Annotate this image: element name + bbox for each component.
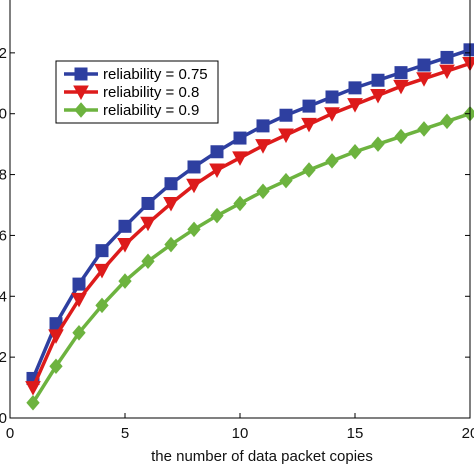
data-point-triangle xyxy=(209,163,225,179)
axes: 0 5 10 15 20 0 2 4 6 8 10 12 14 xyxy=(0,0,474,442)
data-point-diamond xyxy=(279,172,293,189)
legend-item: reliability = 0.9 xyxy=(64,102,199,119)
data-point-square xyxy=(394,66,408,80)
data-point-triangle xyxy=(324,107,340,122)
data-point-diamond xyxy=(72,325,86,341)
legend-item: reliability = 0.75 xyxy=(64,66,208,83)
data-point-diamond xyxy=(118,273,132,289)
x-tick-label: 0 xyxy=(6,425,14,442)
data-point-diamond xyxy=(74,102,88,118)
data-point-square xyxy=(210,145,224,159)
data-point-diamond xyxy=(210,207,224,224)
y-tick-label: 8 xyxy=(0,167,7,184)
data-point-square xyxy=(371,73,385,87)
data-point-diamond xyxy=(141,253,155,270)
y-tick-label: 0 xyxy=(0,410,7,427)
data-point-square xyxy=(233,131,247,145)
legend-item: reliability = 0.8 xyxy=(64,84,199,101)
data-point-triangle xyxy=(255,139,271,154)
data-point-square xyxy=(118,219,132,233)
plot-area xyxy=(25,43,474,411)
data-point-triangle xyxy=(278,128,294,144)
y-tick-label: 4 xyxy=(0,288,7,305)
data-point-square xyxy=(417,58,431,72)
y-tick-label: 14 xyxy=(0,0,7,1)
data-point-square xyxy=(141,196,155,210)
data-point-triangle xyxy=(117,238,133,253)
data-point-diamond xyxy=(371,136,385,152)
x-tick-label: 15 xyxy=(347,425,364,442)
data-point-square xyxy=(325,90,339,104)
data-point-square xyxy=(256,119,270,133)
data-point-triangle xyxy=(73,85,89,101)
data-point-triangle xyxy=(25,381,41,396)
data-point-diamond xyxy=(164,236,178,253)
data-point-triangle xyxy=(71,292,87,308)
data-point-diamond xyxy=(26,395,40,411)
data-point-triangle xyxy=(94,263,110,279)
y-tick-label: 2 xyxy=(0,349,7,366)
data-point-triangle xyxy=(416,72,432,87)
y-tick-label: 6 xyxy=(0,227,7,244)
data-point-square xyxy=(95,244,109,258)
data-point-triangle xyxy=(393,79,409,95)
data-point-diamond xyxy=(325,153,339,169)
data-point-square xyxy=(72,277,86,291)
data-point-triangle xyxy=(232,151,248,166)
data-point-triangle xyxy=(48,329,64,344)
data-point-diamond xyxy=(394,128,408,145)
data-point-square xyxy=(279,108,293,122)
data-point-square xyxy=(463,43,474,57)
data-point-square xyxy=(348,81,362,95)
data-point-diamond xyxy=(233,195,247,212)
data-point-square xyxy=(187,160,201,174)
data-point-diamond xyxy=(302,162,316,178)
x-tick-label: 5 xyxy=(121,425,129,442)
data-point-diamond xyxy=(187,221,201,238)
data-point-triangle xyxy=(140,216,156,232)
data-point-diamond xyxy=(95,297,109,314)
data-point-diamond xyxy=(440,113,454,130)
data-point-triangle xyxy=(186,178,202,194)
data-point-diamond xyxy=(417,121,431,137)
data-point-triangle xyxy=(347,98,363,113)
data-point-square xyxy=(302,99,316,113)
data-point-square xyxy=(164,177,178,191)
data-point-diamond xyxy=(348,143,362,160)
data-point-triangle xyxy=(370,88,386,104)
legend-label: reliability = 0.8 xyxy=(103,84,199,101)
y-tick-label: 12 xyxy=(0,45,7,62)
x-tick-label: 20 xyxy=(462,425,474,442)
data-point-square xyxy=(74,67,88,81)
x-axis-label: the number of data packet copies xyxy=(151,448,373,465)
data-point-diamond xyxy=(256,183,270,200)
legend-label: reliability = 0.9 xyxy=(103,102,199,119)
y-tick-label: 10 xyxy=(0,106,7,123)
data-point-triangle xyxy=(163,196,179,212)
data-point-square xyxy=(440,50,454,64)
data-point-diamond xyxy=(49,358,63,375)
series-3 xyxy=(26,105,474,411)
data-point-triangle xyxy=(301,117,317,133)
legend-label: reliability = 0.75 xyxy=(103,66,208,83)
x-tick-label: 10 xyxy=(232,425,249,442)
data-point-triangle xyxy=(439,64,455,80)
